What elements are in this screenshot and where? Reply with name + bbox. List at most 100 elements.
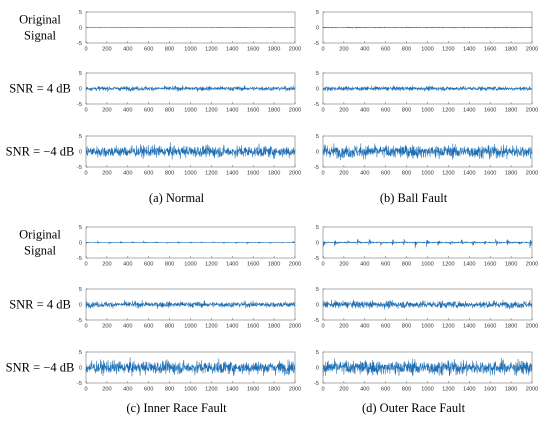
y-tick-label: 0: [316, 87, 319, 93]
y-tick-label: 0: [316, 150, 319, 156]
x-tick-label: 600: [381, 47, 390, 53]
y-tick-label: 0: [316, 26, 319, 32]
x-tick-label: 600: [144, 171, 153, 177]
x-tick-label: 200: [339, 387, 348, 393]
y-tick-label: 0: [316, 303, 319, 309]
y-tick-label: 5: [79, 225, 82, 231]
x-tick-label: 2000: [289, 108, 301, 114]
signal-trace: [85, 26, 296, 29]
x-tick-label: 1200: [442, 171, 454, 177]
x-tick-label: 800: [165, 387, 174, 393]
x-tick-label: 1000: [184, 108, 196, 114]
x-tick-label: 2000: [289, 171, 301, 177]
y-tick-label: 5: [79, 134, 82, 140]
x-tick-label: 1600: [247, 387, 259, 393]
x-tick-label: 1600: [247, 324, 259, 330]
x-tick-label: 0: [321, 324, 324, 330]
x-tick-label: 1600: [484, 324, 496, 330]
x-tick-label: 1000: [421, 387, 433, 393]
x-tick-label: 1800: [268, 171, 280, 177]
x-tick-label: 1800: [505, 47, 517, 53]
x-tick-label: 1800: [268, 387, 280, 393]
x-tick-label: 1000: [184, 324, 196, 330]
row-label: Original: [19, 13, 61, 27]
y-tick-label: 0: [79, 150, 82, 156]
y-tick-label: -5: [77, 318, 82, 324]
y-tick-label: 5: [79, 10, 82, 16]
y-tick-label: 0: [79, 87, 82, 93]
y-tick-label: 5: [79, 350, 82, 356]
x-tick-label: 800: [402, 108, 411, 114]
row-label: SNR = 4 dB: [9, 298, 71, 312]
x-tick-label: 2000: [289, 324, 301, 330]
x-tick-label: 600: [144, 108, 153, 114]
y-tick-label: -5: [77, 165, 82, 171]
row-label: SNR = 4 dB: [9, 82, 71, 96]
y-tick-label: 0: [79, 241, 82, 247]
x-tick-label: 1600: [484, 262, 496, 268]
x-tick-label: 800: [402, 324, 411, 330]
x-tick-label: 1000: [184, 387, 196, 393]
x-tick-label: 800: [402, 171, 411, 177]
x-tick-label: 1400: [463, 171, 475, 177]
signal-trace: [85, 142, 296, 160]
x-tick-label: 1800: [268, 108, 280, 114]
x-tick-label: 200: [102, 171, 111, 177]
signal-trace: [85, 240, 296, 245]
x-tick-label: 2000: [289, 387, 301, 393]
x-tick-label: 1800: [505, 262, 517, 268]
x-tick-label: 2000: [526, 108, 538, 114]
x-tick-label: 1000: [421, 108, 433, 114]
y-tick-label: -5: [314, 165, 319, 171]
x-tick-label: 1000: [184, 262, 196, 268]
y-tick-label: -5: [77, 381, 82, 387]
signal-trace: [322, 299, 533, 310]
x-tick-label: 0: [321, 262, 324, 268]
x-tick-label: 1200: [442, 324, 454, 330]
row-label: SNR = −4 dB: [6, 145, 75, 159]
x-tick-label: 200: [339, 324, 348, 330]
x-tick-label: 1400: [226, 47, 238, 53]
x-tick-label: 200: [102, 47, 111, 53]
x-tick-label: 600: [381, 108, 390, 114]
x-tick-label: 1400: [226, 262, 238, 268]
x-tick-label: 1400: [226, 171, 238, 177]
x-tick-label: 1600: [247, 171, 259, 177]
signal-trace: [322, 85, 533, 92]
x-tick-label: 600: [381, 171, 390, 177]
y-tick-label: -5: [77, 256, 82, 262]
x-tick-label: 400: [123, 108, 132, 114]
x-tick-label: 1400: [226, 108, 238, 114]
y-tick-label: 5: [316, 287, 319, 293]
y-tick-label: 5: [316, 225, 319, 231]
x-tick-label: 400: [360, 108, 369, 114]
x-tick-label: 1400: [226, 324, 238, 330]
x-tick-label: 800: [165, 47, 174, 53]
y-tick-label: -5: [314, 318, 319, 324]
x-tick-label: 2000: [289, 262, 301, 268]
x-tick-label: 1000: [184, 171, 196, 177]
subplot-caption: (b) Ball Fault: [380, 191, 448, 205]
signal-trace: [85, 84, 296, 93]
x-tick-label: 0: [321, 387, 324, 393]
x-tick-label: 0: [84, 324, 87, 330]
x-tick-label: 200: [102, 387, 111, 393]
x-tick-label: 1400: [463, 262, 475, 268]
y-tick-label: 0: [79, 26, 82, 32]
x-tick-label: 600: [144, 47, 153, 53]
x-tick-label: 800: [165, 108, 174, 114]
x-tick-label: 1800: [268, 262, 280, 268]
x-tick-label: 2000: [526, 171, 538, 177]
row-label: Signal: [24, 29, 56, 43]
x-tick-label: 1200: [205, 108, 217, 114]
x-tick-label: 1600: [484, 47, 496, 53]
x-tick-label: 400: [123, 387, 132, 393]
signal-trace: [322, 26, 533, 29]
x-tick-label: 1000: [421, 171, 433, 177]
x-tick-label: 1200: [205, 47, 217, 53]
